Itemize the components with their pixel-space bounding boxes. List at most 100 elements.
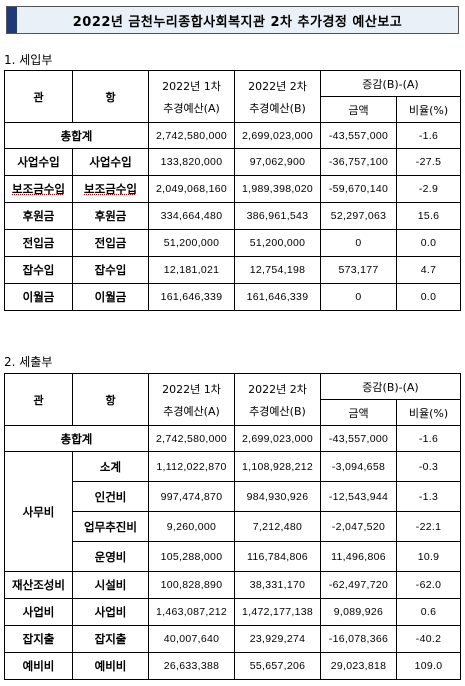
header-kwan: 관 xyxy=(4,70,73,123)
kwan-cell: 재산조성비 xyxy=(4,571,73,599)
total-label: 총합계 xyxy=(4,425,149,452)
budget-a-cell: 997,474,870 xyxy=(148,481,235,512)
kwan-cell: 이월금 xyxy=(4,283,73,311)
ratio-cell: -22.1 xyxy=(395,511,462,542)
budget-a-cell: 12,181,021 xyxy=(148,256,235,284)
budget-a-cell: 105,288,000 xyxy=(148,541,235,572)
header-ratio: 비율(%) xyxy=(395,96,462,123)
report-title: 2022년 금천누리종합사회복지관 2차 추가경정 예산보고 xyxy=(72,14,403,30)
budget-a-cell: 2,049,068,160 xyxy=(148,175,235,203)
budget-a-cell: 100,828,890 xyxy=(148,571,235,599)
budget-b-cell: 1,108,928,212 xyxy=(234,451,321,482)
budget-b-cell: 38,331,170 xyxy=(234,571,321,599)
budget-a-cell: 51,200,000 xyxy=(148,229,235,257)
ratio-cell: -40.2 xyxy=(395,625,462,653)
ratio-cell: -62.0 xyxy=(395,571,462,599)
ratio-cell: -2.9 xyxy=(395,175,462,203)
kwan-cell: 예비비 xyxy=(4,652,73,680)
table-row: 인건비 997,474,870 984,930,926 -12,543,944 … xyxy=(5,481,462,512)
ratio-cell: 4.7 xyxy=(395,256,462,284)
title-accent-bar xyxy=(7,7,17,33)
hang-cell: 후원금 xyxy=(72,202,149,230)
header-amount: 금액 xyxy=(320,96,397,123)
total-b: 2,699,023,000 xyxy=(234,122,321,149)
hang-cell: 사업비 xyxy=(72,598,149,626)
diff-cell: -16,078,366 xyxy=(320,625,397,653)
budget-a-cell: 40,007,640 xyxy=(148,625,235,653)
budget-a-cell: 161,646,339 xyxy=(148,283,235,311)
kwan-cell: 사업비 xyxy=(4,598,73,626)
header-amount: 금액 xyxy=(320,399,397,426)
total-b: 2,699,023,000 xyxy=(234,425,321,452)
hang-cell: 소계 xyxy=(72,451,149,482)
table-row: 예비비 예비비 26,633,388 55,657,206 29,023,818… xyxy=(4,652,462,680)
ratio-cell: 0.0 xyxy=(395,229,462,257)
header-change: 증감(B)-(A) xyxy=(319,373,462,400)
budget-a-cell: 133,820,000 xyxy=(148,148,235,176)
total-ratio: -1.6 xyxy=(395,122,462,149)
kwan-cell: 사업수입 xyxy=(4,148,73,176)
table-row: 사업수입 사업수입 133,820,000 97,062,900 -36,757… xyxy=(4,148,462,176)
hang-cell: 시설비 xyxy=(72,571,149,599)
table-row: 전입금 전입금 51,200,000 51,200,000 0 0.0 xyxy=(4,229,462,257)
diff-cell: -12,543,944 xyxy=(320,481,397,512)
ratio-cell: 15.6 xyxy=(395,202,462,230)
budget-a-cell: 9,260,000 xyxy=(148,511,235,542)
budget-b-cell: 161,646,339 xyxy=(234,283,321,311)
income-table: 관 항 2022년 1차 추경예산(A) 2022년 2차 추경예산(B) 증감(B… xyxy=(4,70,462,311)
hang-cell: 잡수입 xyxy=(72,256,149,284)
diff-cell: 9,089,926 xyxy=(320,598,397,626)
header-budget-a: 2022년 1차 추경예산(A) xyxy=(148,70,235,123)
hang-cell: 잡지출 xyxy=(72,625,149,653)
total-a: 2,742,580,000 xyxy=(148,122,235,149)
budget-a-cell: 1,463,087,212 xyxy=(148,598,235,626)
total-ratio: -1.6 xyxy=(395,425,462,452)
hang-cell: 보조금수입 xyxy=(72,175,149,203)
hang-cell: 업무추진비 xyxy=(72,511,149,542)
header-budget-a: 2022년 1차 추경예산(A) xyxy=(148,373,235,426)
total-a: 2,742,580,000 xyxy=(148,425,235,452)
kwan-cell: 사무비 xyxy=(4,451,73,572)
expense-table: 관 항 2022년 1차 추경예산(A) 2022년 2차 추경예산(B) 증감(B… xyxy=(4,373,462,680)
hang-cell: 인건비 xyxy=(72,481,149,512)
total-diff: -43,557,000 xyxy=(320,122,397,149)
table-row: 보조금수입 보조금수입 2,049,068,160 1,989,398,020 … xyxy=(4,175,462,203)
expense-total-row: 총합계 2,742,580,000 2,699,023,000 -43,557,… xyxy=(4,425,462,452)
budget-a-cell: 26,633,388 xyxy=(148,652,235,680)
table-row: 잡수입 잡수입 12,181,021 12,754,198 573,177 4.… xyxy=(4,256,462,284)
ratio-cell: 10.9 xyxy=(395,541,462,572)
budget-b-cell: 116,784,806 xyxy=(234,541,321,572)
hang-cell: 전입금 xyxy=(72,229,149,257)
table-row: 사무비 소계 1,112,022,870 1,108,928,212 -3,09… xyxy=(4,451,462,572)
diff-cell: -3,094,658 xyxy=(320,451,397,482)
ratio-cell: 0.6 xyxy=(395,598,462,626)
ratio-cell: -0.3 xyxy=(395,451,462,482)
header-change: 증감(B)-(A) xyxy=(319,70,462,97)
diff-cell: 573,177 xyxy=(320,256,397,284)
diff-cell: 52,297,063 xyxy=(320,202,397,230)
header-hang: 항 xyxy=(72,70,149,123)
ratio-cell: 0.0 xyxy=(395,283,462,311)
budget-a-cell: 334,664,480 xyxy=(148,202,235,230)
budget-b-cell: 1,989,398,020 xyxy=(234,175,321,203)
diff-cell: -62,497,720 xyxy=(320,571,397,599)
kwan-cell: 후원금 xyxy=(4,202,73,230)
table-row: 후원금 후원금 334,664,480 386,961,543 52,297,0… xyxy=(4,202,462,230)
hang-cell: 예비비 xyxy=(72,652,149,680)
budget-b-cell: 23,929,274 xyxy=(234,625,321,653)
hang-cell: 사업수입 xyxy=(72,148,149,176)
expense-section-title: 2. 세출부 xyxy=(4,355,53,369)
budget-b-cell: 1,472,177,138 xyxy=(234,598,321,626)
hang-cell: 운영비 xyxy=(72,541,149,572)
budget-b-cell: 12,754,198 xyxy=(234,256,321,284)
budget-b-cell: 7,212,480 xyxy=(234,511,321,542)
table-row: 사업비 사업비 1,463,087,212 1,472,177,138 9,08… xyxy=(4,598,462,626)
budget-b-cell: 55,657,206 xyxy=(234,652,321,680)
ratio-cell: -27.5 xyxy=(395,148,462,176)
diff-cell: -36,757,100 xyxy=(320,148,397,176)
report-title-box: 2022년 금천누리종합사회복지관 2차 추가경정 예산보고 xyxy=(6,6,459,34)
total-label: 총합계 xyxy=(4,122,149,149)
kwan-cell: 보조금수입 xyxy=(4,175,73,203)
table-row: 재산조성비 시설비 100,828,890 38,331,170 -62,497… xyxy=(4,571,462,599)
header-hang: 항 xyxy=(72,373,149,426)
